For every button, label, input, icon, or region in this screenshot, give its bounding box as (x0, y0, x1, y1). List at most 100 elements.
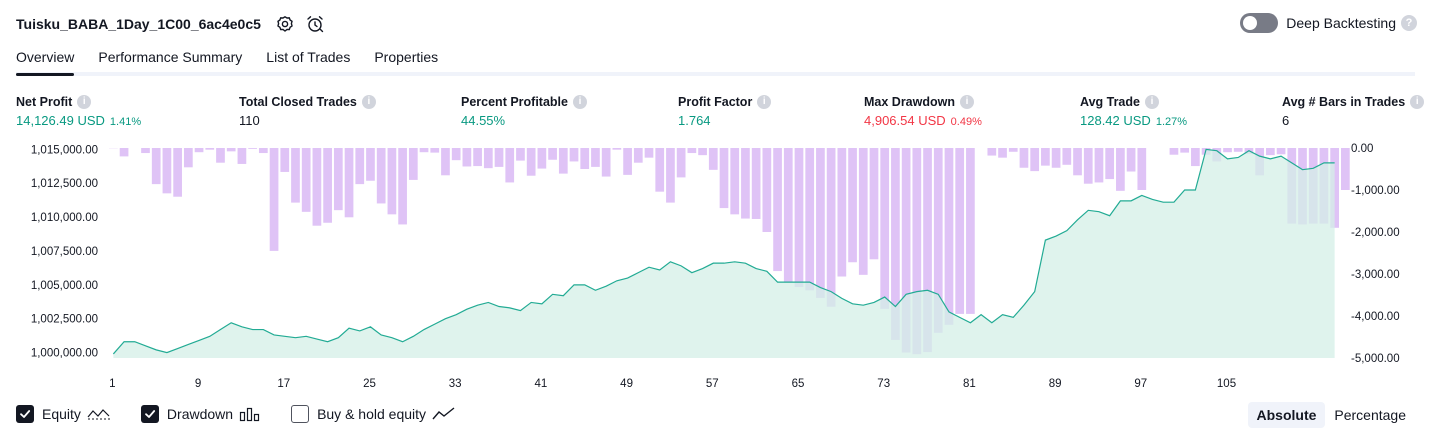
stat-value: 44.55% (461, 113, 506, 128)
drawdown-bar (280, 148, 290, 172)
help-icon[interactable]: ? (1401, 15, 1417, 31)
info-icon[interactable]: i (757, 94, 772, 109)
drawdown-bar (344, 148, 354, 218)
info-icon[interactable]: i (960, 94, 974, 109)
deep-backtesting-label: Deep Backtesting (1286, 15, 1396, 31)
drawdown-bar (355, 148, 365, 185)
drawdown-checkbox[interactable] (140, 405, 159, 423)
x-axis-tick: 41 (534, 378, 547, 390)
legend-drawdown[interactable]: Drawdown (140, 405, 261, 423)
tab-performance-summary[interactable]: Performance Summary (98, 49, 243, 65)
stat-value: 1.764 (678, 113, 711, 128)
trend-line-icon (432, 406, 456, 422)
drawdown-bar (408, 148, 418, 180)
drawdown-bar (1094, 148, 1104, 183)
legend-equity[interactable]: Equity (16, 405, 111, 423)
drawdown-bar (1105, 148, 1115, 180)
absolute-button[interactable]: Absolute (1247, 402, 1326, 428)
drawdown-bar (837, 148, 847, 277)
info-icon[interactable]: i (1410, 94, 1425, 109)
stat-profit-factor: Profit Factor i 1.764 (678, 93, 772, 128)
left-axis-tick: 1,007,500.00 (31, 246, 98, 258)
x-axis-tick: 25 (363, 378, 376, 390)
info-icon[interactable]: i (1144, 94, 1159, 109)
drawdown-bar (1126, 148, 1136, 172)
stat-avg-trade: Avg Trade i 128.42 USD 1.27% (1080, 93, 1187, 128)
display-mode-toggle: Absolute Percentage (1247, 402, 1416, 428)
drawdown-bar (751, 148, 761, 219)
drawdown-bar (387, 148, 397, 215)
deep-backtesting: Deep Backtesting ? (1240, 13, 1417, 33)
drawdown-bar (1330, 148, 1339, 228)
info-icon[interactable]: i (77, 94, 92, 109)
right-axis-tick: -5,000.00 (1351, 353, 1400, 365)
drawdown-bar (880, 148, 890, 309)
stat-percent: 1.27% (1155, 116, 1188, 128)
equity-line (112, 148, 1335, 355)
legend-buy-hold[interactable]: Buy & hold equity (291, 405, 456, 423)
drawdown-bar (805, 148, 815, 291)
info-icon[interactable]: i (572, 94, 587, 109)
drawdown-bar (655, 148, 665, 192)
settings-icon[interactable] (275, 14, 295, 34)
drawdown-bar (944, 148, 954, 325)
drawdown-bar (987, 148, 997, 156)
x-axis-tick: 97 (1134, 378, 1147, 390)
drawdown-bar (955, 148, 965, 314)
stat-label: Avg # Bars in Trades (1282, 94, 1406, 109)
drawdown-bar (441, 148, 450, 176)
drawdown-bar (1083, 148, 1093, 184)
tab-properties[interactable]: Properties (374, 49, 439, 65)
drawdown-bar (933, 148, 943, 333)
drawdown-bar (312, 148, 322, 226)
tab-list-of-trades[interactable]: List of Trades (266, 49, 351, 65)
percentage-button[interactable]: Percentage (1334, 407, 1406, 423)
info-icon[interactable]: i (361, 94, 376, 109)
strategy-title: Tuisku_BABA_1Day_1C00_6ac4e0c5 (16, 16, 261, 32)
deep-backtesting-toggle[interactable] (1240, 13, 1279, 33)
equity-checkbox[interactable] (16, 405, 34, 423)
stat-label: Profit Factor (678, 94, 753, 109)
drawdown-bar (505, 148, 515, 183)
x-axis-tick: 33 (449, 378, 462, 390)
drawdown-bar (1051, 148, 1061, 168)
drawdown-bar (216, 148, 225, 163)
legend-equity-label: Equity (42, 406, 81, 422)
drawdown-bar (366, 148, 375, 181)
tab-overview[interactable]: Overview (16, 46, 75, 76)
stat-avg-bars-in-trades: Avg # Bars in Trades i 6 (1282, 93, 1425, 128)
drawdown-bar (226, 148, 236, 152)
drawdown-bar (548, 148, 557, 160)
stat-label: Percent Profitable (461, 94, 568, 109)
x-axis-tick: 1 (109, 378, 115, 390)
x-axis-tick: 57 (706, 378, 719, 390)
left-axis-tick: 1,000,000.00 (31, 348, 98, 360)
drawdown-bars-icon (239, 406, 261, 422)
drawdown-bar (1019, 148, 1029, 168)
x-axis-tick: 89 (1049, 378, 1062, 390)
drawdown-bar (580, 148, 590, 169)
drawdown-bar (1266, 148, 1275, 156)
drawdown-bar (719, 148, 729, 209)
drawdown-bar (1191, 148, 1200, 167)
right-axis: 0.00 -1,000.00 -2,000.00 -3,000.00 -4,000.00… (1351, 143, 1400, 365)
stat-max-drawdown: Max Drawdown i 4,906.54 USD 0.49% (864, 93, 982, 128)
drawdown-bar (666, 148, 675, 203)
stat-label: Total Closed Trades (239, 94, 357, 109)
alarm-clock-icon[interactable] (305, 14, 325, 34)
drawdown-bar (333, 148, 343, 211)
drawdown-bar (430, 148, 440, 153)
drawdown-bar (591, 148, 600, 167)
drawdown-bar (869, 148, 879, 260)
stat-label: Net Profit (16, 94, 73, 109)
stat-value: 6 (1282, 113, 1290, 128)
drawdown-bar (1276, 148, 1286, 155)
buy-hold-checkbox[interactable] (291, 405, 310, 423)
stat-label: Avg Trade (1080, 94, 1140, 109)
left-axis: 1,015,000.00 1,012,500.00 1,010,000.00 1,00… (31, 144, 98, 359)
drawdown-bar (194, 148, 204, 153)
stats-row: Net Profit i 14,126.49 USD 1.41% Total Clo… (16, 93, 1425, 133)
x-axis-tick: 81 (963, 378, 976, 390)
drawdown-bar (612, 148, 622, 150)
equity-chart[interactable]: 1,015,000.00 1,012,500.00 1,010,000.00 1,00… (0, 138, 1431, 398)
